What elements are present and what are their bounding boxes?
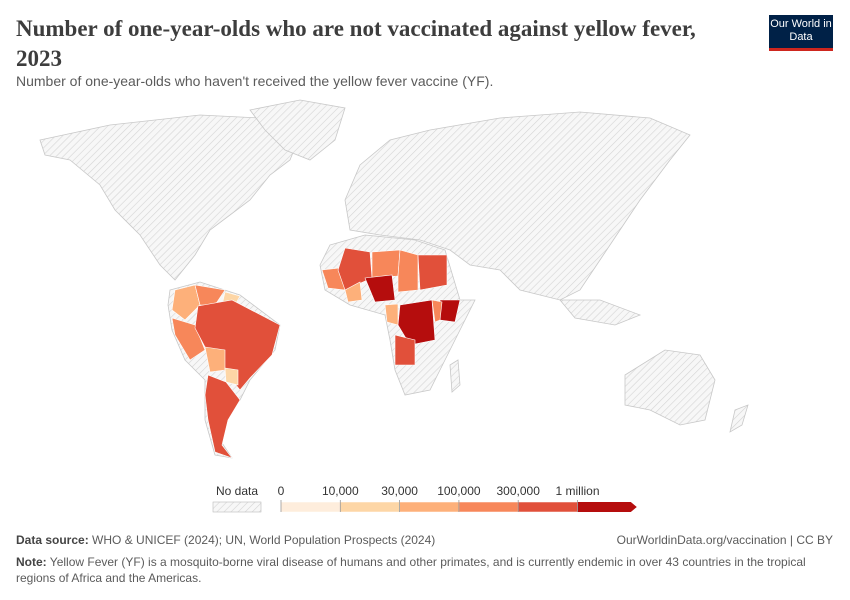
subtitle: Number of one-year-olds who haven't rece…: [16, 73, 494, 89]
country: [364, 274, 396, 303]
legend-tick-label: 100,000: [437, 484, 481, 498]
country: [371, 249, 401, 279]
source-text: WHO & UNICEF (2024); UN, World Populatio…: [92, 533, 436, 547]
legend-tick-label: 1 million: [555, 484, 599, 498]
url[interactable]: OurWorldinData.org/vaccination | CC BY: [616, 533, 833, 547]
legend-bin: [577, 502, 637, 512]
legend-tick-label: 30,000: [381, 484, 418, 498]
country: [384, 303, 399, 326]
countries: [171, 247, 461, 459]
land: [39, 99, 749, 459]
note: Note: Yellow Fever (YF) is a mosquito-bo…: [16, 554, 826, 586]
legend-bin: [458, 501, 519, 513]
country: [417, 254, 448, 291]
source-label: Data source:: [16, 533, 89, 547]
country: [344, 281, 363, 303]
legend-tick-label: 0: [278, 484, 285, 498]
legend-no-data: [212, 501, 262, 513]
logo[interactable]: Our World in Data: [769, 15, 833, 51]
country: [397, 249, 419, 293]
legend-bin: [280, 501, 341, 513]
country: [171, 284, 201, 321]
country: [397, 299, 436, 346]
country: [194, 299, 281, 391]
legend-bin: [340, 501, 400, 513]
legend-bin: [399, 501, 460, 513]
legend-tick-label: 10,000: [322, 484, 359, 498]
map: No data 0 10,000 30,000 100,000 300,000 1 mil…: [39, 99, 749, 513]
note-label: Note:: [16, 555, 47, 569]
legend: No data 0 10,000 30,000 100,000 300,000 1 mil…: [212, 484, 637, 513]
title: Number of one-year-olds who are not vacc…: [16, 16, 696, 71]
legend-no-data-label: No data: [216, 484, 258, 498]
country: [224, 367, 239, 386]
note-text: Yellow Fever (YF) is a mosquito-borne vi…: [16, 555, 806, 585]
country: [204, 374, 241, 459]
legend-tick-label: 300,000: [497, 484, 541, 498]
country: [431, 299, 443, 323]
country: [171, 317, 206, 361]
country: [394, 334, 416, 366]
legend-bin: [517, 501, 578, 513]
source: Data source: WHO & UNICEF (2024); UN, Wo…: [16, 533, 435, 547]
